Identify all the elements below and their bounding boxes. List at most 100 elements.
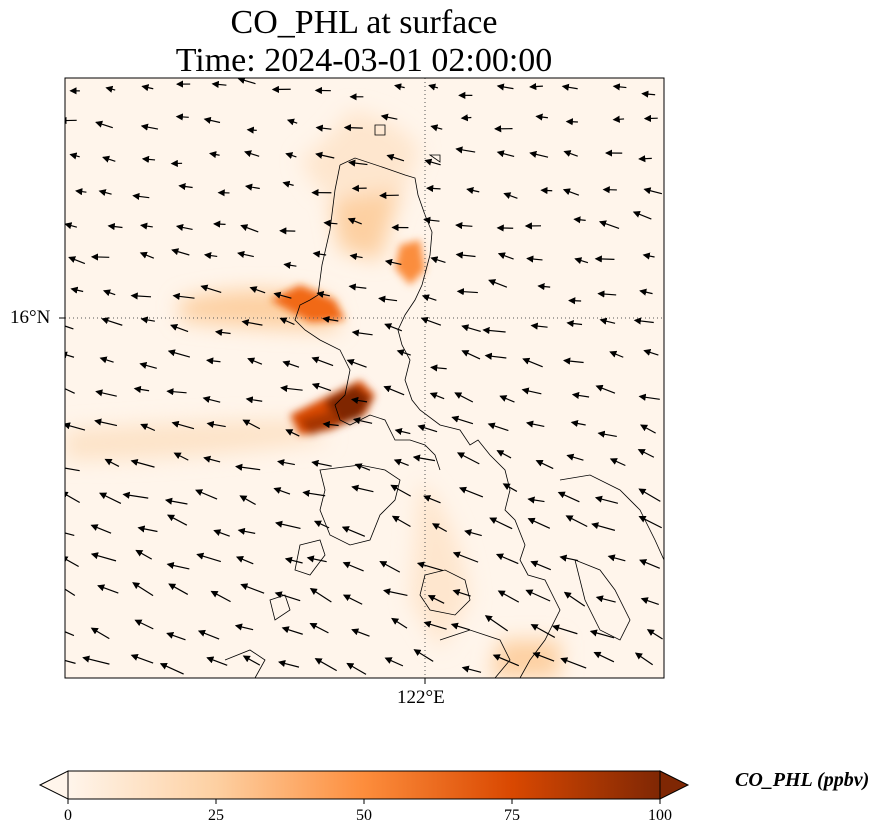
wind-arrow [302, 489, 326, 497]
wind-arrow [316, 290, 330, 299]
wind-arrow [391, 617, 408, 629]
wind-arrow [638, 393, 660, 401]
wind-arrow [354, 463, 371, 471]
wind-arrow [464, 529, 482, 537]
wind-arrow [497, 590, 520, 603]
wind-arrow [315, 151, 335, 159]
wind-arrow [417, 424, 438, 433]
wind-vectors [65, 78, 663, 675]
wind-arrow [203, 252, 218, 260]
wind-arrow [130, 292, 152, 300]
plume-north [300, 110, 420, 200]
wind-arrow [309, 622, 329, 634]
wind-arrow [172, 292, 195, 300]
wind-arrow [598, 220, 620, 229]
wind-arrow [456, 452, 480, 465]
wind-arrow [341, 526, 366, 537]
wind-arrow [420, 316, 442, 326]
wind-arrow [65, 385, 75, 394]
wind-arrow [641, 90, 656, 98]
colorbar-extend-min [38, 770, 69, 800]
wind-arrow [431, 523, 448, 532]
wind-arrow [210, 590, 231, 603]
wind-arrow [166, 388, 187, 396]
wind-arrow [101, 317, 123, 326]
wind-arrow [609, 458, 626, 467]
wind-arrow [244, 183, 260, 191]
wind-arrow [315, 124, 332, 132]
wind-arrow [98, 189, 112, 197]
wind-arrow [638, 488, 661, 502]
wind-arrow [632, 210, 652, 220]
wind-arrow [488, 279, 508, 288]
wind-arrow [90, 627, 110, 640]
wind-arrow [313, 520, 330, 529]
wind-arrow [496, 83, 514, 91]
wind-arrow [597, 290, 617, 298]
wind-arrow [200, 284, 222, 293]
hotspot-tail [300, 410, 340, 435]
wind-arrow [484, 352, 507, 360]
wind-arrow [384, 258, 402, 266]
wind-arrow [487, 422, 509, 432]
wind-arrow [384, 657, 404, 667]
wind-arrow [178, 182, 193, 191]
wind-arrow [65, 631, 75, 637]
wind-arrow [634, 652, 654, 666]
colorbar-tick-50: 50 [356, 807, 372, 824]
colorbar-tick-0: 0 [64, 807, 72, 824]
wind-arrow [495, 553, 519, 565]
wind-arrow [69, 152, 80, 160]
wind-arrow [348, 159, 368, 167]
wind-arrow [348, 283, 367, 291]
wind-arrow [65, 222, 78, 230]
wind-arrow [282, 360, 300, 368]
wind-arrow [135, 549, 153, 560]
wind-arrow [196, 552, 221, 563]
colorbar-extend-max [659, 770, 690, 800]
coastline [224, 124, 664, 678]
wind-arrow [249, 286, 266, 294]
wind-arrow [141, 84, 154, 92]
wind-arrow [166, 514, 188, 526]
wind-arrow [489, 517, 513, 530]
plot-title-line1: CO_PHL at surface [230, 4, 498, 41]
co-hotspots [270, 240, 425, 435]
wind-arrow [286, 118, 298, 126]
wind-arrow [275, 520, 301, 529]
wind-arrow [323, 219, 338, 227]
wind-arrow [197, 629, 220, 640]
wind-arrow [214, 328, 231, 337]
wind-arrow [379, 561, 401, 573]
hotspot-1 [270, 285, 345, 322]
wind-arrow [527, 496, 545, 504]
lat-tick-label: 16°N [10, 307, 51, 328]
wind-arrow [278, 660, 300, 668]
wind-arrow [535, 459, 554, 470]
wind-arrow [566, 453, 584, 461]
wind-arrow [209, 151, 220, 159]
wind-arrow [643, 348, 659, 356]
wind-arrow [563, 357, 584, 365]
wind-arrow [159, 662, 184, 675]
wind-arrow [589, 629, 615, 639]
colorbar-tick-75: 75 [504, 807, 520, 824]
wind-arrow [237, 78, 256, 85]
wind-arrow [496, 150, 515, 158]
wind-arrow [245, 396, 263, 404]
wind-arrow [104, 458, 120, 467]
wind-arrow [461, 324, 481, 333]
wind-arrow [460, 114, 472, 122]
wind-arrow [132, 192, 150, 201]
wind-arrow [105, 85, 116, 93]
wind-arrow [454, 392, 474, 403]
wind-arrow [75, 188, 87, 196]
wind-arrow [594, 495, 619, 504]
wind-arrow [246, 126, 257, 134]
wind-arrow [427, 595, 445, 604]
wind-arrow [530, 560, 552, 571]
wind-arrow [139, 361, 157, 369]
wind-arrow [70, 286, 84, 294]
wind-arrow [378, 295, 398, 303]
wind-arrow [99, 492, 122, 504]
